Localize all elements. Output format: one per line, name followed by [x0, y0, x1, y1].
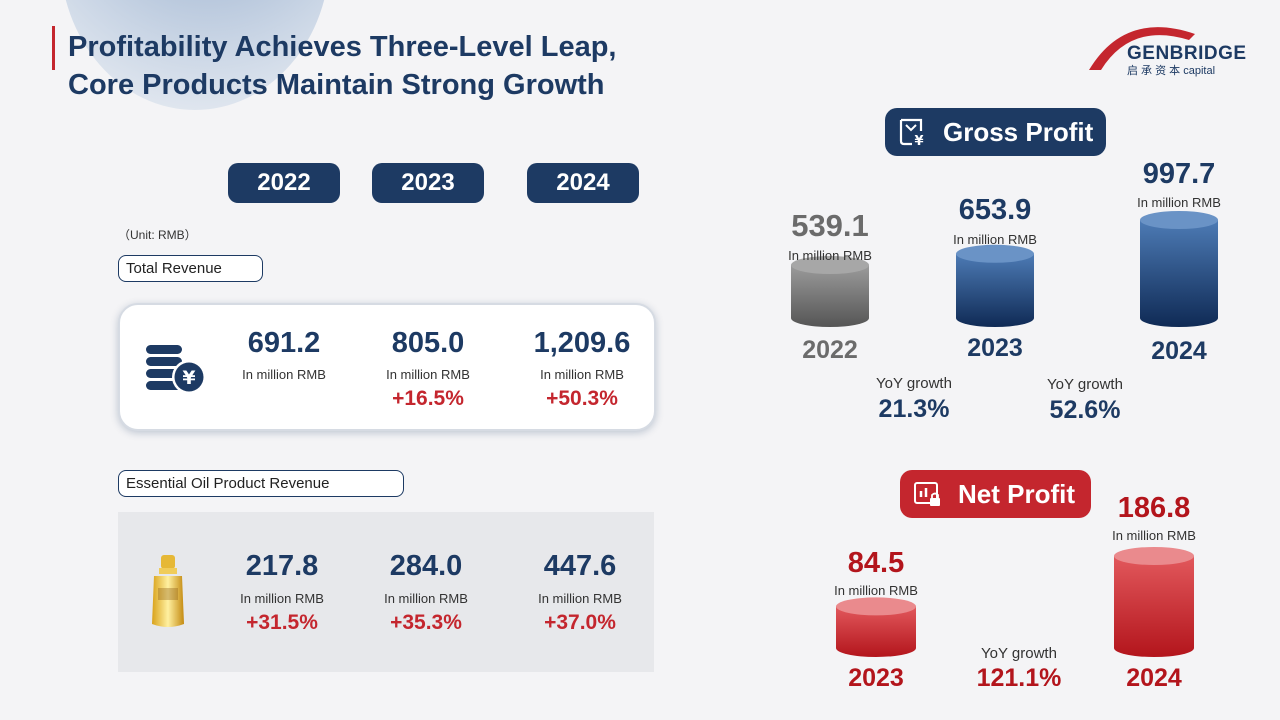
essential-oil-label: Essential Oil Product Revenue: [118, 470, 404, 497]
gross-profit-yoy-2023: 21.3%: [878, 395, 950, 423]
gross-profit-yoy-label-2024: YoY growth: [1047, 376, 1123, 393]
total-revenue-card: ¥ 691.2 In million RMB 805.0 In million …: [118, 303, 656, 431]
net-profit-bar-2023: [836, 597, 916, 657]
gross-profit-year-2022: 2022: [802, 336, 858, 364]
title-line-2: Core Products Maintain Strong Growth: [68, 69, 605, 101]
coins-yuan-icon: ¥: [146, 345, 206, 394]
chart-lock-icon: [914, 482, 940, 506]
gross-profit-2023-value: 653.9: [958, 194, 1032, 226]
essential-oil-2022-growth: +31.5%: [246, 611, 318, 634]
svg-text:¥: ¥: [914, 134, 923, 147]
net-profit-2024-value: 186.8: [1117, 492, 1191, 524]
gross-profit-badge-label: Gross Profit: [943, 117, 1094, 147]
genbridge-logo: GENBRIDGE 启 承 资 本 capital: [1085, 18, 1250, 78]
essential-oil-2022-value: 217.8: [245, 550, 319, 582]
essential-oil-2023-growth: +35.3%: [390, 611, 462, 634]
gross-profit-2023-unit: In million RMB: [953, 232, 1037, 247]
gross-profit-bar-2022: [791, 256, 869, 327]
net-profit-year-2024: 2024: [1126, 664, 1182, 692]
gross-profit-year-2023: 2023: [967, 334, 1023, 362]
net-profit-yoy-label: YoY growth: [981, 645, 1057, 662]
net-profit-badge-label: Net Profit: [958, 479, 1075, 509]
net-profit-2024-unit: In million RMB: [1112, 528, 1196, 543]
total-revenue-label: Total Revenue: [118, 255, 263, 282]
gross-profit-2022-value: 539.1: [791, 208, 869, 243]
essential-oil-2022-unit: In million RMB: [240, 591, 324, 606]
gross-profit-2024-value: 997.7: [1142, 158, 1216, 190]
essential-oil-card: 217.8 In million RMB +31.5% 284.0 In mil…: [118, 512, 654, 672]
essential-oil-2024-growth: +37.0%: [544, 611, 616, 634]
document-yuan-icon: ¥: [899, 118, 924, 147]
essential-oil-2023-unit: In million RMB: [384, 591, 468, 606]
svg-text:¥: ¥: [182, 367, 195, 389]
net-profit-badge: Net Profit: [900, 470, 1091, 518]
page-title: Profitability Achieves Three-Level Leap,…: [68, 28, 617, 104]
total-revenue-2022-value: 691.2: [247, 327, 321, 359]
unit-note: （Unit: RMB）: [118, 228, 197, 242]
total-revenue-2024-unit: In million RMB: [540, 367, 624, 382]
gross-profit-2022-unit: In million RMB: [788, 248, 872, 263]
gross-profit-2024-unit: In million RMB: [1137, 195, 1221, 210]
net-profit-2023-value: 84.5: [847, 547, 905, 579]
gross-profit-yoy-label-2023: YoY growth: [876, 375, 952, 392]
essential-oil-2024-unit: In million RMB: [538, 591, 622, 606]
total-revenue-2023-value: 805.0: [391, 327, 465, 359]
total-revenue-2023-growth: +16.5%: [392, 387, 464, 410]
logo-text: GENBRIDGE: [1127, 43, 1247, 64]
total-revenue-2022-unit: In million RMB: [242, 367, 326, 382]
logo-arc-icon: [1089, 27, 1195, 70]
essential-oil-2024-value: 447.6: [543, 550, 617, 582]
year-pill-2023: 2023: [372, 163, 484, 203]
essential-oil-bottle-icon: [152, 555, 184, 627]
net-profit-2023-unit: In million RMB: [834, 583, 918, 598]
year-pill-2022: 2022: [228, 163, 340, 203]
logo-subtext: 启 承 资 本 capital: [1127, 65, 1216, 77]
net-profit-year-2023: 2023: [848, 664, 904, 692]
net-profit-bar-2024: [1114, 547, 1194, 657]
title-accent-bar: [52, 26, 55, 70]
year-pill-2024: 2024: [527, 163, 639, 203]
total-revenue-2024-growth: +50.3%: [546, 387, 618, 410]
gross-profit-badge: ¥ Gross Profit: [885, 108, 1106, 156]
title-line-1: Profitability Achieves Three-Level Leap,: [68, 31, 617, 63]
total-revenue-2023-unit: In million RMB: [386, 367, 470, 382]
total-revenue-2024-value: 1,209.6: [533, 327, 631, 359]
gross-profit-bar-2023: [956, 244, 1034, 327]
net-profit-yoy-value: 121.1%: [976, 664, 1062, 692]
gross-profit-yoy-2024: 52.6%: [1049, 396, 1121, 424]
gross-profit-bar-2024: [1140, 211, 1218, 327]
gross-profit-year-2024: 2024: [1151, 337, 1207, 365]
essential-oil-2023-value: 284.0: [389, 550, 463, 582]
